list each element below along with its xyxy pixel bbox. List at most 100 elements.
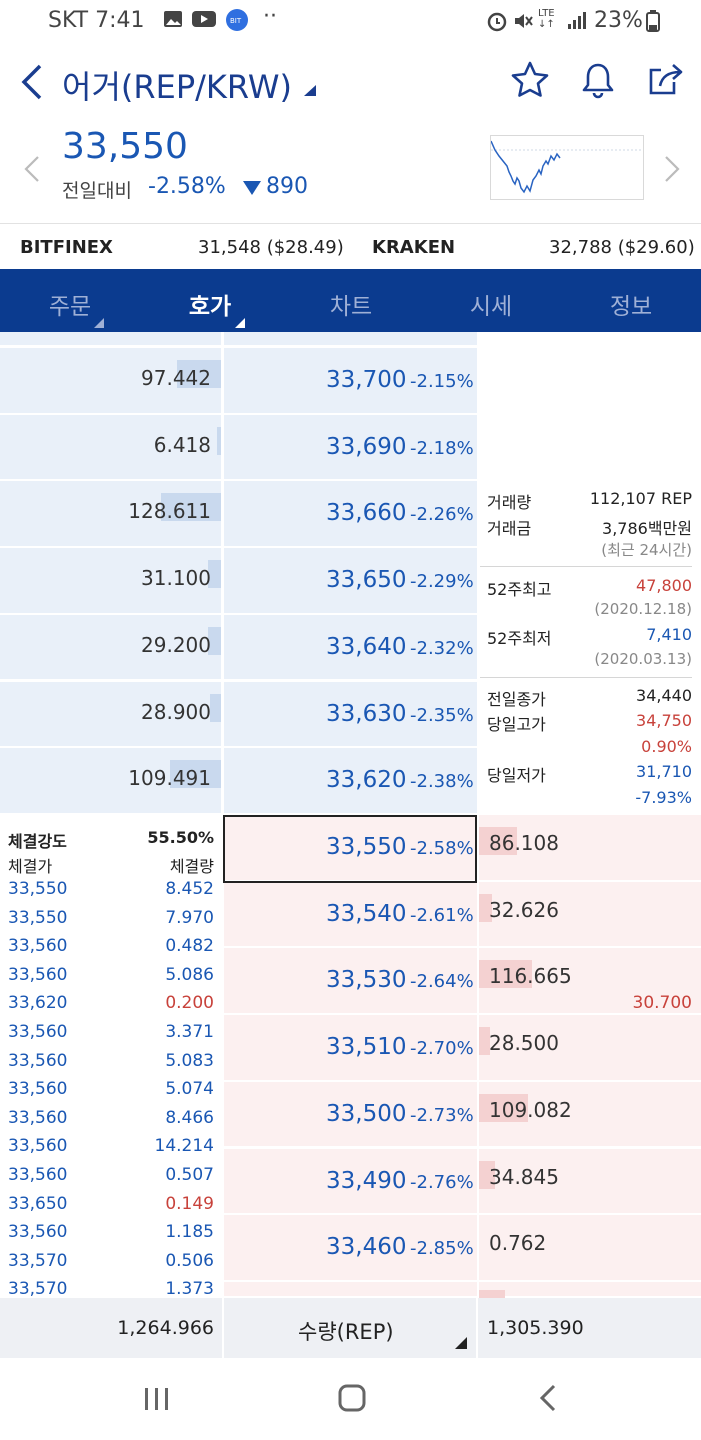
bid-change-percent: -2.58%: [410, 838, 474, 859]
ask-quantity-cell[interactable]: 6.418: [0, 414, 221, 482]
ask-price: 33,640: [326, 633, 407, 660]
ask-quantity-cell[interactable]: 109.491: [0, 748, 221, 815]
recent-apps-icon[interactable]: [143, 1384, 171, 1418]
current-price-highlight: [223, 815, 477, 883]
bid-price-cell[interactable]: 33,540 -2.61%: [224, 881, 477, 949]
ask-price: 33,630: [326, 700, 407, 727]
trade-volume: 7.970: [165, 907, 214, 928]
trade-price: 33,560: [8, 1222, 68, 1243]
unit-dropdown-icon[interactable]: [454, 1336, 468, 1350]
strength-value: 55.50%: [147, 828, 214, 847]
trade-volume: 0.149: [165, 1193, 214, 1214]
trade-volume: 0.482: [165, 936, 214, 957]
bid-price-cell[interactable]: 33,460 -2.85%: [224, 1215, 477, 1282]
ask-quantity-cell[interactable]: 29.200: [0, 614, 221, 682]
exchange-value: 32,788 ($29.60): [549, 237, 695, 258]
tab-bar: 주문 호가 차트 시세 정보: [0, 269, 701, 332]
ask-total: 1,264.966: [117, 1317, 214, 1339]
share-icon[interactable]: [646, 60, 686, 104]
ask-price-cell[interactable]: 33,690 -2.18%: [224, 414, 477, 482]
ask-quantity-cell[interactable]: 31.100: [0, 548, 221, 615]
star-icon[interactable]: [510, 60, 550, 104]
trade-row: 33,570 0.506: [8, 1251, 214, 1279]
bid-quantity-cell[interactable]: 86.108: [479, 815, 701, 882]
trade-price: 33,620: [8, 993, 68, 1014]
ask-price: 33,620: [326, 767, 407, 794]
bid-row-partial: [479, 1281, 701, 1298]
ask-change-percent: -2.35%: [410, 704, 474, 726]
back-icon[interactable]: [18, 62, 46, 106]
trade-price: 33,560: [8, 964, 68, 985]
trade-volume: 0.200: [165, 993, 214, 1014]
page-title[interactable]: 어거(REP/KRW): [62, 68, 292, 106]
trade-row: 33,560 5.074: [8, 1079, 214, 1107]
bell-icon[interactable]: [578, 60, 618, 104]
bid-quantity: 86.108: [489, 831, 559, 855]
home-icon[interactable]: [337, 1382, 367, 1418]
dropdown-triangle-icon[interactable]: [302, 82, 318, 101]
trade-price-header: 체결가: [8, 857, 53, 876]
ask-price-cell[interactable]: 33,700 -2.15%: [224, 348, 477, 415]
bid-change-percent: -2.64%: [410, 971, 474, 993]
ask-volume-bar: [170, 760, 221, 789]
amount-label: 거래금: [487, 519, 532, 538]
bid-price-cell[interactable]: 33,490 -2.76%: [224, 1148, 477, 1216]
ask-price-cell[interactable]: 33,640 -2.32%: [224, 614, 477, 682]
bid-quantity-cell[interactable]: 28.500: [479, 1015, 701, 1082]
bid-price-cell[interactable]: 33,530 -2.64%: [224, 948, 477, 1016]
ask-price-cell[interactable]: 33,650 -2.29%: [224, 548, 477, 615]
ask-quantity-cell[interactable]: 128.611: [0, 481, 221, 549]
bid-price: 33,540: [326, 900, 407, 927]
low52-date: (2020.03.13): [594, 650, 692, 668]
bid-quantity-cell[interactable]: 32.626: [479, 881, 701, 949]
unit-selector[interactable]: 수량(REP): [298, 1320, 394, 1344]
tab-orderbook[interactable]: 호가: [188, 294, 232, 320]
bid-quantity: 0.762: [489, 1231, 547, 1256]
bid-volume-bar: [479, 1027, 491, 1056]
mini-price-chart[interactable]: [490, 135, 644, 200]
tab-info[interactable]: 정보: [609, 294, 653, 320]
day-low-label: 당일저가: [487, 766, 546, 785]
tab-order[interactable]: 주문: [48, 294, 92, 320]
trade-price: 33,570: [8, 1279, 68, 1300]
bid-price: 33,530: [326, 967, 407, 994]
prev-coin-chevron-icon[interactable]: [22, 154, 42, 188]
system-navigation-bar: [0, 1358, 701, 1440]
bid-change-percent: -2.70%: [410, 1038, 474, 1060]
ask-change-percent: -2.18%: [410, 437, 474, 459]
app-icon: BIT: [225, 8, 249, 36]
bid-price-cell[interactable]: 33,500 -2.73%: [224, 1081, 477, 1149]
day-high-value: 34,750: [636, 711, 692, 730]
ask-price-cell[interactable]: 33,660 -2.26%: [224, 481, 477, 549]
bid-quantity-cell[interactable]: 34.845: [479, 1148, 701, 1216]
next-coin-chevron-icon[interactable]: [662, 154, 682, 188]
tab-corner-icon: [94, 318, 104, 328]
ask-price-cell[interactable]: 33,620 -2.38%: [224, 748, 477, 815]
ask-change-percent: -2.29%: [410, 571, 474, 593]
tab-corner-icon: [235, 318, 245, 328]
divider: [476, 1298, 478, 1358]
bid-quantity-cell[interactable]: 0.762: [479, 1215, 701, 1282]
bid-price-cell[interactable]: 33,550 -2.58%: [224, 815, 477, 882]
ask-quantity-cell[interactable]: 97.442: [0, 348, 221, 415]
bid-extra-value: 30.700: [632, 993, 692, 1013]
bid-price-cell[interactable]: 33,510 -2.70%: [224, 1015, 477, 1082]
bid-change-percent: -2.85%: [410, 1238, 474, 1260]
exchange-name: BITFINEX: [20, 237, 113, 258]
tab-chart[interactable]: 차트: [329, 294, 373, 320]
ask-quantity-cell[interactable]: 28.900: [0, 681, 221, 749]
trade-price: 33,560: [8, 1165, 68, 1185]
bid-quantity-cell[interactable]: 116.665: [479, 948, 701, 1016]
bid-quantity-cell[interactable]: 109.082: [479, 1081, 701, 1149]
divider: [480, 566, 692, 567]
ask-price-cell[interactable]: 33,630 -2.35%: [224, 681, 477, 749]
bid-price: 33,460: [326, 1234, 407, 1261]
trade-volume: 8.466: [165, 1107, 214, 1128]
back-nav-icon[interactable]: [537, 1382, 559, 1418]
exchange-value: 31,548 ($28.49): [198, 237, 344, 258]
ask-volume-bar: [161, 493, 221, 522]
alarm-icon: [486, 10, 508, 36]
tab-market[interactable]: 시세: [469, 294, 513, 320]
trade-volume: 3.371: [165, 1022, 214, 1042]
bid-price: 33,490: [326, 1167, 407, 1194]
